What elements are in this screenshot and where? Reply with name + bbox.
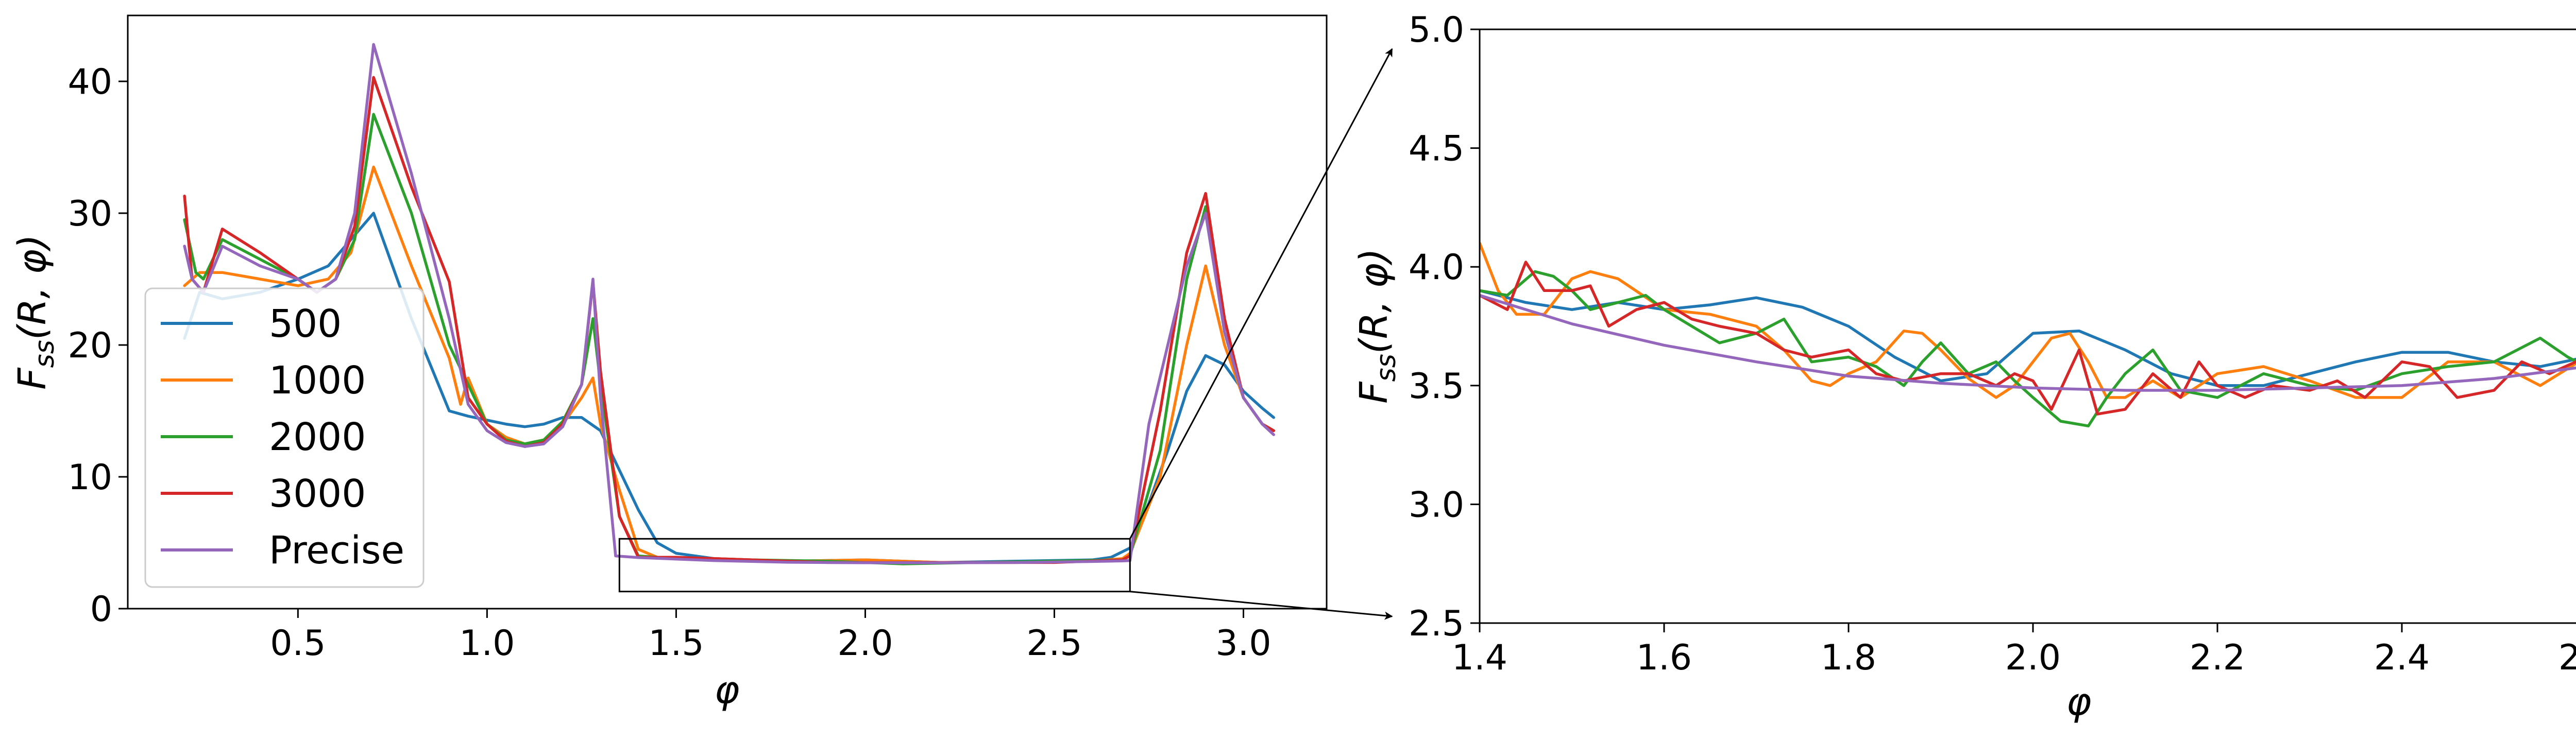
zoom-chart-y-tick-label: 2.5 [1409, 604, 1464, 644]
zoom-chart: 1.4 1.6 1.8 2.0 2.2 2.4 2.6 2.5 3.0 3.5 4.0 4.5 5.0… [1352, 10, 2576, 724]
zoom-chart-x-tick-label: 1.6 [1636, 637, 1692, 678]
zoom-chart-series-500 [1480, 289, 2576, 387]
zoom-chart-x-tick-label: 2.2 [2190, 637, 2245, 678]
zoom-chart-y-tick-label: 4.0 [1409, 247, 1464, 288]
legend-label-1000: 1000 [269, 358, 366, 403]
zoom-chart-y-tick-label: 4.5 [1409, 129, 1464, 169]
zoom-chart-y-label: Fss(R, φ) [1352, 248, 1402, 404]
main-chart-x-tick-label: 1.0 [459, 623, 515, 664]
zoom-chart-series-3000 [1480, 261, 2576, 416]
zoom-chart-y-label-text: Fss(R, φ) [1352, 248, 1402, 404]
main-chart-x-tick-label: 1.5 [648, 623, 704, 664]
zoom-chart-y-ticks: 2.5 3.0 3.5 4.0 4.5 5.0 [1409, 10, 1480, 644]
zoom-chart-x-ticks: 1.4 1.6 1.8 2.0 2.2 2.4 2.6 [1452, 623, 2576, 678]
main-chart-x-ticks: 0.5 1.0 1.5 2.0 2.5 3.0 [270, 609, 1272, 664]
zoom-chart-y-tick-label: 3.5 [1409, 366, 1464, 407]
legend-label-2000: 2000 [269, 415, 366, 459]
zoom-chart-x-tick-label: 2.0 [2005, 637, 2061, 678]
main-chart-frame [127, 14, 1328, 610]
main-chart-y-tick-label: 40 [67, 62, 112, 102]
main-chart-x-label: φ [715, 668, 740, 712]
zoom-connector-bottom [1130, 591, 1393, 620]
main-chart: 0.5 1.0 1.5 2.0 2.5 3.0 0 10 20 30 40 φ Fss(R, φ)… [10, 14, 1328, 712]
legend-label-3000: 3000 [269, 472, 366, 516]
main-chart-x-tick-label: 3.0 [1215, 623, 1271, 664]
zoom-chart-frame [1479, 28, 2576, 624]
main-chart-y-tick-label: 20 [67, 325, 112, 366]
legend: 500 1000 2000 3000 Precise [144, 287, 425, 588]
main-chart-x-tick-label: 0.5 [270, 623, 326, 664]
main-chart-y-ticks: 0 10 20 30 40 [67, 62, 128, 630]
legend-items: 500 1000 2000 3000 Precise [161, 302, 404, 573]
zoom-chart-x-tick-label: 2.6 [2558, 637, 2576, 678]
zoom-chart-series-1000 [1480, 242, 2576, 399]
zoom-connectors [1129, 48, 1393, 620]
zoom-chart-series [1480, 242, 2576, 427]
zoom-chart-y-tick-label: 3.0 [1409, 485, 1464, 525]
legend-label-500: 500 [269, 302, 342, 346]
zoom-chart-x-tick-label: 1.8 [1821, 637, 1876, 678]
main-chart-y-label: Fss(R, φ) [10, 234, 60, 390]
zoom-chart-x-tick-label: 2.4 [2374, 637, 2430, 678]
main-chart-y-label-text: Fss(R, φ) [10, 234, 60, 390]
legend-frame [144, 287, 425, 588]
zoom-chart-x-tick-label: 1.4 [1452, 637, 1507, 678]
zoom-connector-top [1129, 48, 1393, 540]
main-chart-y-tick-label: 0 [90, 589, 112, 630]
zoom-chart-y-tick-label: 5.0 [1409, 10, 1464, 50]
zoom-chart-x-label: φ [2066, 680, 2092, 724]
zoom-chart-series-precise [1480, 294, 2576, 392]
main-chart-y-tick-label: 30 [67, 194, 112, 234]
main-chart-x-tick-label: 2.0 [837, 623, 893, 664]
zoom-box [618, 538, 1131, 593]
zoom-region [618, 538, 1131, 593]
main-chart-y-tick-label: 10 [67, 457, 112, 498]
main-chart-x-tick-label: 2.5 [1026, 623, 1082, 664]
zoom-chart-series-2000 [1480, 270, 2576, 427]
legend-label-precise: Precise [269, 528, 404, 573]
